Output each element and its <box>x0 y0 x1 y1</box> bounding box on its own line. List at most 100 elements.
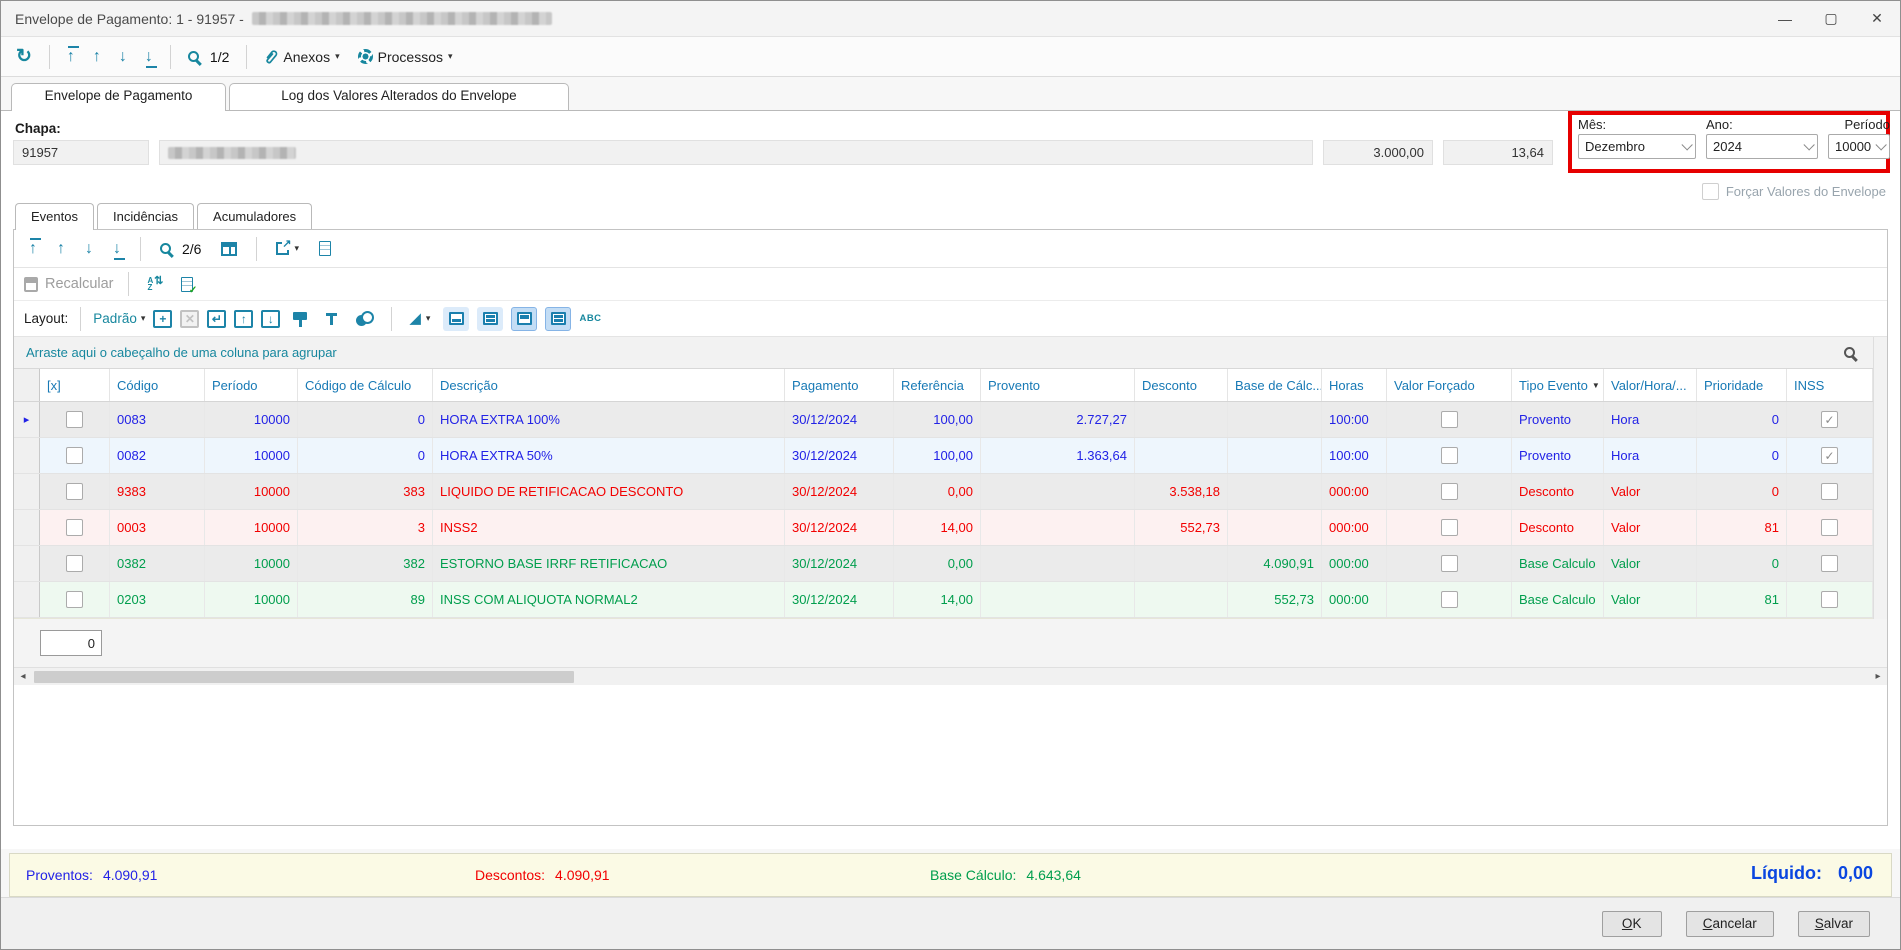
cell-periodo[interactable]: 10000 <box>205 402 298 437</box>
cell-prioridade[interactable]: 0 <box>1697 546 1787 581</box>
checkbox-inss[interactable] <box>1821 555 1838 572</box>
maximize-button[interactable]: ▢ <box>1824 10 1838 26</box>
cell-horas[interactable]: 000:00 <box>1322 474 1387 509</box>
checkbox-valor_forcado[interactable] <box>1440 411 1458 428</box>
column-chooser-button[interactable] <box>216 239 242 259</box>
cell-referencia[interactable]: 0,00 <box>894 474 981 509</box>
cell-periodo[interactable]: 10000 <box>205 546 298 581</box>
cell-cb[interactable] <box>40 402 110 437</box>
checkbox-valor_forcado[interactable] <box>1440 555 1458 572</box>
view-header-toggle[interactable] <box>511 306 538 331</box>
cell-base_calculo[interactable] <box>1228 402 1322 437</box>
cell-provento[interactable]: 1.363,64 <box>981 438 1135 473</box>
cell-prioridade[interactable]: 81 <box>1697 510 1787 545</box>
cell-periodo[interactable]: 10000 <box>205 474 298 509</box>
checkbox-valor_forcado[interactable] <box>1440 447 1458 464</box>
cell-tipo_evento[interactable]: Desconto <box>1512 510 1604 545</box>
cell-valor_hora[interactable]: Hora <box>1604 402 1697 437</box>
column-header-codigo-de-calculo[interactable]: Código de Cálculo <box>298 369 433 401</box>
cell-valor_forcado[interactable] <box>1387 546 1512 581</box>
cell-desconto[interactable] <box>1135 546 1228 581</box>
periodo-combobox[interactable]: 10000 <box>1828 134 1890 159</box>
cell-descricao[interactable]: HORA EXTRA 100% <box>433 402 785 437</box>
cell-inss[interactable] <box>1787 582 1873 617</box>
cell-prioridade[interactable]: 81 <box>1697 582 1787 617</box>
column-header-descricao[interactable]: Descrição <box>433 369 785 401</box>
cell-tipo_evento[interactable]: Base Calculo <box>1512 582 1604 617</box>
column-header-referencia[interactable]: Referência <box>894 369 981 401</box>
cell-provento[interactable] <box>981 546 1135 581</box>
cell-cb[interactable] <box>40 474 110 509</box>
table-row[interactable]: ▸ 0083 10000 0 HORA EXTRA 100% 30/12/2024 100,… <box>14 402 1873 438</box>
scroll-right-button[interactable]: ▸ <box>1875 671 1881 682</box>
cell-base_calculo[interactable]: 552,73 <box>1228 582 1322 617</box>
checkbox-inss[interactable] <box>1821 519 1838 536</box>
cell-codigo[interactable]: 0382 <box>110 546 205 581</box>
cell-tipo_evento[interactable]: Provento <box>1512 402 1604 437</box>
vertical-scrollbar[interactable] <box>1873 337 1887 619</box>
report-button[interactable] <box>314 238 336 259</box>
cell-horas[interactable]: 100:00 <box>1322 438 1387 473</box>
column-header-prioridade[interactable]: Prioridade <box>1697 369 1787 401</box>
cell-codigo_calculo[interactable]: 3 <box>298 510 433 545</box>
cell-codigo[interactable]: 0082 <box>110 438 205 473</box>
cell-base_calculo[interactable] <box>1228 474 1322 509</box>
column-header-desconto[interactable]: Desconto <box>1135 369 1228 401</box>
checkbox-cb[interactable] <box>66 555 83 572</box>
paint-button[interactable] <box>288 311 312 327</box>
checkbox-valor_forcado[interactable] <box>1440 591 1458 608</box>
cell-provento[interactable] <box>981 582 1135 617</box>
pin-button[interactable] <box>320 310 343 328</box>
cell-desconto[interactable]: 3.538,18 <box>1135 474 1228 509</box>
cell-prioridade[interactable]: 0 <box>1697 474 1787 509</box>
cell-horas[interactable]: 000:00 <box>1322 510 1387 545</box>
cell-prioridade[interactable]: 0 <box>1697 438 1787 473</box>
cell-valor_forcado[interactable] <box>1387 510 1512 545</box>
cell-cb[interactable] <box>40 546 110 581</box>
mes-combobox[interactable]: Dezembro <box>1578 134 1696 159</box>
conditional-format-button[interactable] <box>351 308 379 329</box>
cell-inss[interactable]: ✓ <box>1787 438 1873 473</box>
grid-last-button[interactable]: ↓ <box>108 239 126 260</box>
first-record-button[interactable]: ↑ <box>62 45 80 67</box>
checkbox-inss[interactable]: ✓ <box>1821 411 1838 428</box>
grid-previous-button[interactable]: ↑ <box>52 239 70 259</box>
move-up-button[interactable]: ↑ <box>234 309 254 328</box>
cell-cb[interactable] <box>40 582 110 617</box>
checkbox-cb[interactable] <box>66 447 83 464</box>
cell-codigo_calculo[interactable]: 383 <box>298 474 433 509</box>
tab-envelope-de-pagamento[interactable]: Envelope de Pagamento <box>11 83 226 111</box>
checkbox-valor_forcado[interactable] <box>1440 519 1458 536</box>
cell-provento[interactable]: 2.727,27 <box>981 402 1135 437</box>
cell-valor_forcado[interactable] <box>1387 474 1512 509</box>
cell-descricao[interactable]: LIQUIDO DE RETIFICACAO DESCONTO <box>433 474 785 509</box>
horizontal-scrollbar[interactable]: ◂ ▸ <box>14 667 1887 685</box>
cell-referencia[interactable]: 14,00 <box>894 510 981 545</box>
cell-codigo_calculo[interactable]: 0 <box>298 438 433 473</box>
delete-layout-button[interactable]: ✕ <box>180 309 200 328</box>
cell-codigo[interactable]: 0003 <box>110 510 205 545</box>
cell-tipo_evento[interactable]: Desconto <box>1512 474 1604 509</box>
cell-pagamento[interactable]: 30/12/2024 <box>785 438 894 473</box>
cell-desconto[interactable] <box>1135 438 1228 473</box>
cell-valor_hora[interactable]: Valor <box>1604 546 1697 581</box>
cell-desconto[interactable] <box>1135 582 1228 617</box>
cell-desconto[interactable] <box>1135 402 1228 437</box>
cell-valor_hora[interactable]: Valor <box>1604 510 1697 545</box>
cell-codigo[interactable]: 0083 <box>110 402 205 437</box>
cell-base_calculo[interactable] <box>1228 510 1322 545</box>
view-rows-toggle[interactable] <box>477 306 504 331</box>
cell-inss[interactable] <box>1787 510 1873 545</box>
cell-codigo_calculo[interactable]: 89 <box>298 582 433 617</box>
cell-periodo[interactable]: 10000 <box>205 582 298 617</box>
cell-valor_forcado[interactable] <box>1387 438 1512 473</box>
cell-pagamento[interactable]: 30/12/2024 <box>785 546 894 581</box>
column-header-horas[interactable]: Horas <box>1322 369 1387 401</box>
tab-incidencias[interactable]: Incidências <box>96 203 195 229</box>
add-layout-button[interactable]: + <box>153 309 173 328</box>
checkbox-inss[interactable]: ✓ <box>1821 447 1838 464</box>
forcar-valores-checkbox[interactable] <box>1701 183 1719 200</box>
cell-horas[interactable]: 000:00 <box>1322 582 1387 617</box>
